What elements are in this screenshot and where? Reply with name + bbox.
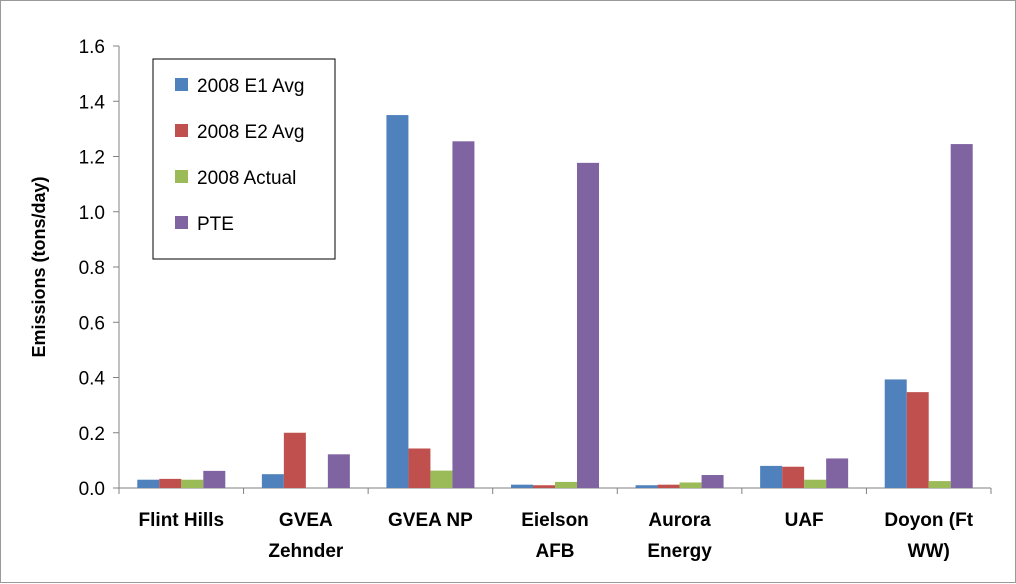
legend-swatch xyxy=(175,170,188,183)
x-category-label: GVEA NP xyxy=(388,510,473,531)
bar-2008-actual xyxy=(679,482,702,488)
bar-2008-e1-avg xyxy=(261,474,284,488)
bar-pte xyxy=(203,470,226,488)
bar-2008-e2-avg xyxy=(408,448,431,488)
bar-2008-actual xyxy=(430,470,453,488)
bar-2008-actual xyxy=(928,481,951,488)
x-category-label: Eielson xyxy=(521,510,589,531)
y-tick-label: 1.4 xyxy=(79,92,106,113)
bar-2008-e2-avg xyxy=(657,484,680,488)
bar-2008-e1-avg xyxy=(511,484,533,488)
legend-entry-label: 2008 E1 Avg xyxy=(197,76,304,97)
x-category-label: WW) xyxy=(908,541,950,562)
bar-2008-e1-avg xyxy=(760,465,783,488)
bar-series-group xyxy=(137,115,973,488)
bar-2008-e2-avg xyxy=(782,466,805,488)
bar-2008-e1-avg xyxy=(884,379,907,488)
x-category-label: Zehnder xyxy=(268,541,344,562)
x-category-label: Flint Hills xyxy=(139,510,225,531)
bar-pte xyxy=(701,475,724,488)
x-category-label: Doyon (Ft xyxy=(884,510,973,531)
y-tick-label: 1.2 xyxy=(79,148,105,169)
legend-entry-label: PTE xyxy=(197,214,234,235)
x-category-label: UAF xyxy=(785,510,824,531)
y-tick-label: 0.0 xyxy=(79,479,105,500)
legend-swatch xyxy=(175,78,188,91)
y-tick-label: 1.0 xyxy=(79,203,105,224)
x-category-label: Aurora xyxy=(648,510,711,531)
bar-2008-e2-avg xyxy=(906,392,929,488)
y-axis-labels: 0.0 0.2 0.4 0.6 0.8 1.0 1.2 1.4 1.6 xyxy=(79,37,106,500)
x-category-label: GVEA xyxy=(279,510,333,531)
bar-2008-e2-avg xyxy=(159,478,182,488)
y-tick-label: 0.6 xyxy=(79,313,105,334)
legend-swatch xyxy=(175,216,188,229)
legend-entry-label: 2008 E2 Avg xyxy=(197,122,304,143)
bar-2008-e1-avg xyxy=(137,479,160,488)
bar-pte xyxy=(950,144,973,488)
y-axis-title: Emissions (tons/day) xyxy=(29,176,49,357)
bar-pte xyxy=(577,162,599,488)
y-tick-label: 1.6 xyxy=(79,37,105,58)
bar-2008-actual xyxy=(555,481,577,488)
x-axis-labels: Flint Hills GVEA Zehnder GVEA NP Eielson AFB A… xyxy=(139,510,974,562)
y-tick-label: 0.8 xyxy=(79,258,105,279)
bar-pte xyxy=(826,458,849,488)
legend-entry-label: 2008 Actual xyxy=(197,168,296,189)
y-tick-label: 0.4 xyxy=(79,369,106,390)
x-category-label: AFB xyxy=(535,541,574,562)
bar-2008-e2-avg xyxy=(533,485,555,488)
legend: 2008 E1 Avg 2008 E2 Avg 2008 Actual PTE xyxy=(152,58,336,260)
bar-2008-e1-avg xyxy=(386,115,409,488)
bar-2008-actual xyxy=(181,479,204,488)
bar-2008-e1-avg xyxy=(635,485,658,488)
bar-2008-e2-avg xyxy=(283,432,306,488)
x-category-label: Energy xyxy=(647,541,712,562)
bar-pte xyxy=(327,454,350,488)
y-tick-label: 0.2 xyxy=(79,424,105,445)
legend-swatch xyxy=(175,124,188,137)
bar-2008-actual xyxy=(804,479,827,488)
bar-pte xyxy=(452,141,475,488)
